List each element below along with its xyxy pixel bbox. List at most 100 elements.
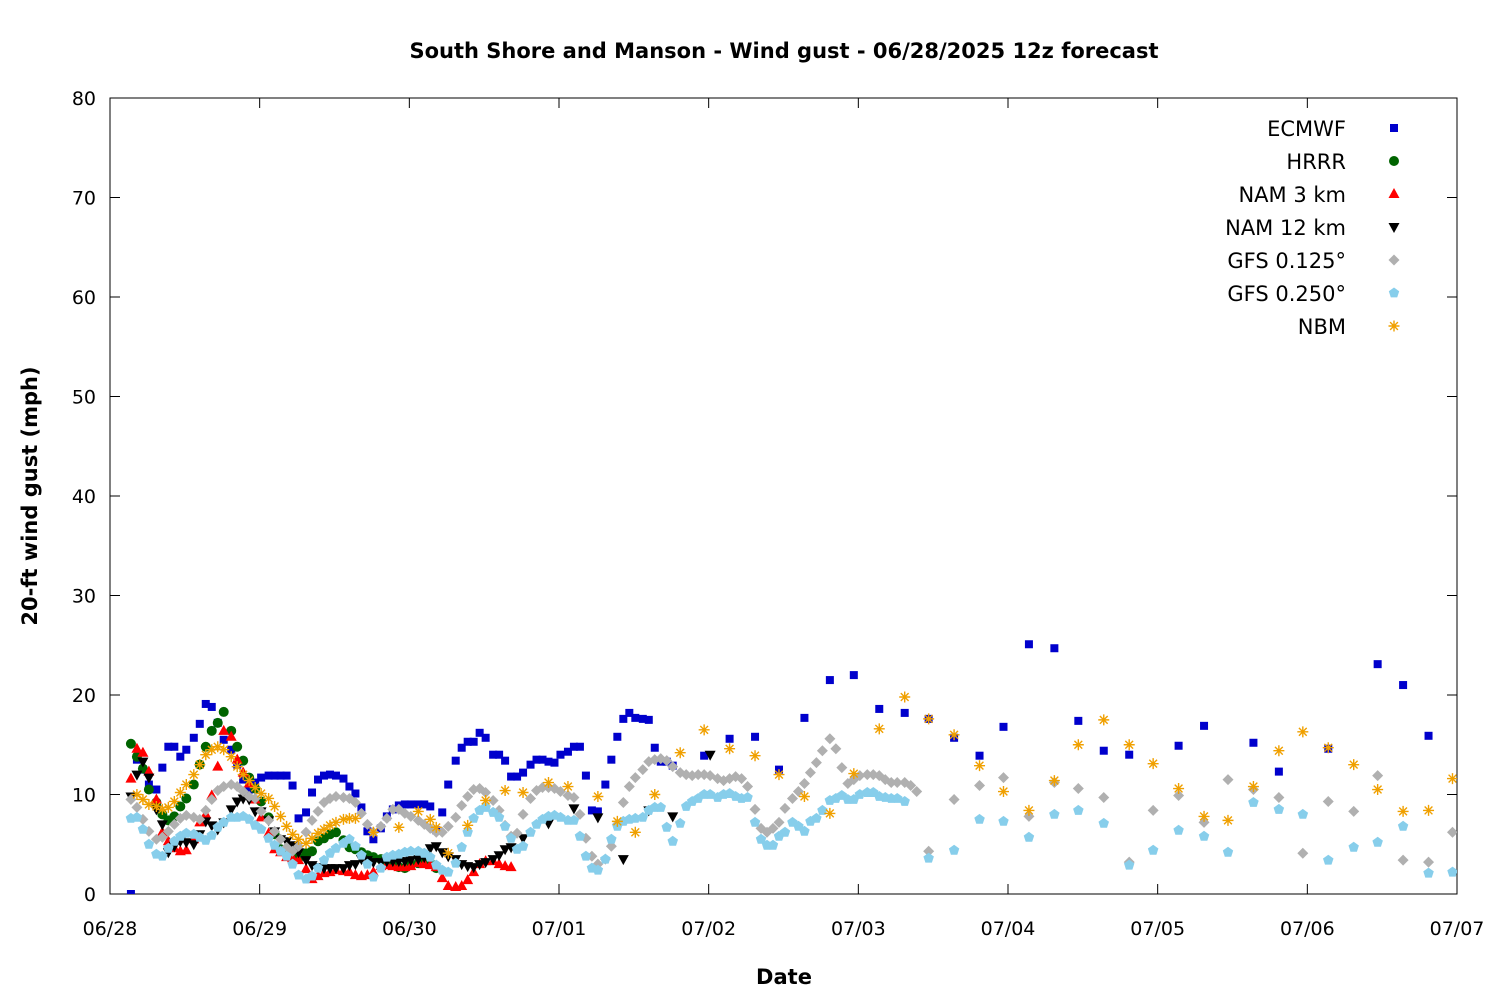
data-point	[600, 853, 611, 864]
chart-title: South Shore and Manson - Wind gust - 06/…	[409, 39, 1158, 63]
data-point	[799, 825, 810, 836]
data-point	[349, 860, 361, 871]
data-point	[606, 833, 617, 844]
data-point	[307, 846, 318, 857]
data-point	[293, 869, 304, 880]
data-point	[357, 803, 366, 812]
data-point	[406, 800, 415, 809]
data-point	[613, 732, 622, 741]
data-point	[899, 796, 910, 806]
data-point	[525, 792, 537, 804]
data-point	[480, 858, 492, 869]
data-point	[1147, 804, 1159, 816]
data-point	[158, 763, 167, 772]
data-point	[218, 706, 229, 717]
data-point	[162, 801, 174, 813]
data-point	[1274, 767, 1283, 776]
y-tick-label: 30	[72, 586, 96, 608]
data-point	[562, 781, 574, 793]
data-point	[293, 833, 305, 845]
data-point	[507, 772, 516, 781]
data-point	[1173, 783, 1185, 795]
data-point	[779, 802, 791, 814]
data-point	[207, 702, 216, 711]
data-point	[281, 820, 293, 832]
data-point	[1423, 867, 1434, 878]
y-tick-label: 60	[72, 287, 96, 309]
data-point	[581, 771, 590, 780]
data-point	[442, 847, 454, 859]
data-point	[188, 769, 200, 781]
data-point	[308, 788, 317, 797]
data-point	[468, 812, 479, 823]
y-tick-label: 40	[72, 486, 96, 508]
data-point	[225, 751, 237, 763]
data-point	[361, 818, 373, 830]
data-point	[724, 743, 736, 755]
data-point	[287, 858, 298, 869]
data-point	[1297, 847, 1309, 859]
data-point	[1198, 810, 1210, 822]
data-point	[1124, 859, 1135, 870]
x-axis-label: Date	[756, 965, 812, 989]
data-point	[1023, 831, 1035, 842]
data-point	[218, 744, 230, 756]
data-point	[300, 856, 312, 867]
data-point	[644, 715, 653, 724]
data-point	[450, 857, 461, 868]
data-point	[1297, 808, 1309, 819]
data-point	[667, 835, 678, 846]
data-point	[1322, 742, 1334, 754]
x-tick-label: 07/06	[1280, 918, 1335, 940]
data-point	[517, 840, 529, 851]
data-point	[1322, 795, 1334, 807]
data-point	[997, 786, 1009, 798]
data-point	[436, 872, 448, 883]
series-gfs-0-125-	[125, 733, 1457, 870]
data-point	[131, 811, 143, 822]
data-point	[218, 816, 229, 827]
data-point	[152, 785, 161, 794]
data-point	[350, 840, 361, 851]
data-point	[974, 813, 985, 824]
data-point	[480, 787, 492, 799]
data-point	[294, 814, 303, 823]
data-point	[623, 781, 635, 793]
data-point	[330, 827, 341, 838]
data-point	[175, 801, 186, 812]
x-tick-label: 07/03	[831, 918, 886, 940]
data-point	[999, 722, 1008, 731]
data-point	[318, 854, 330, 865]
data-point	[200, 804, 212, 816]
data-point	[282, 771, 291, 780]
data-point	[493, 851, 505, 862]
data-point	[269, 800, 281, 812]
data-point	[517, 808, 529, 820]
data-point	[412, 805, 424, 817]
data-point	[1397, 820, 1409, 831]
data-point	[543, 777, 554, 789]
data-point	[351, 789, 360, 798]
data-point	[911, 786, 923, 798]
data-point	[245, 785, 254, 794]
data-point	[749, 816, 761, 827]
series-nbm	[131, 691, 1457, 859]
data-point	[873, 723, 885, 735]
data-point	[1247, 781, 1259, 793]
data-point	[314, 775, 323, 784]
data-point	[368, 871, 379, 882]
legend-label: GFS 0.250°	[1227, 282, 1346, 306]
data-point	[442, 820, 454, 832]
data-point	[568, 804, 580, 815]
data-point	[349, 796, 361, 808]
data-point	[414, 800, 423, 809]
data-point	[189, 733, 198, 742]
data-point	[1125, 750, 1134, 759]
data-point	[580, 850, 592, 861]
data-point	[1473, 850, 1484, 860]
data-point	[137, 757, 149, 768]
data-point	[225, 805, 237, 816]
data-point	[1273, 791, 1285, 803]
data-point	[276, 771, 285, 780]
